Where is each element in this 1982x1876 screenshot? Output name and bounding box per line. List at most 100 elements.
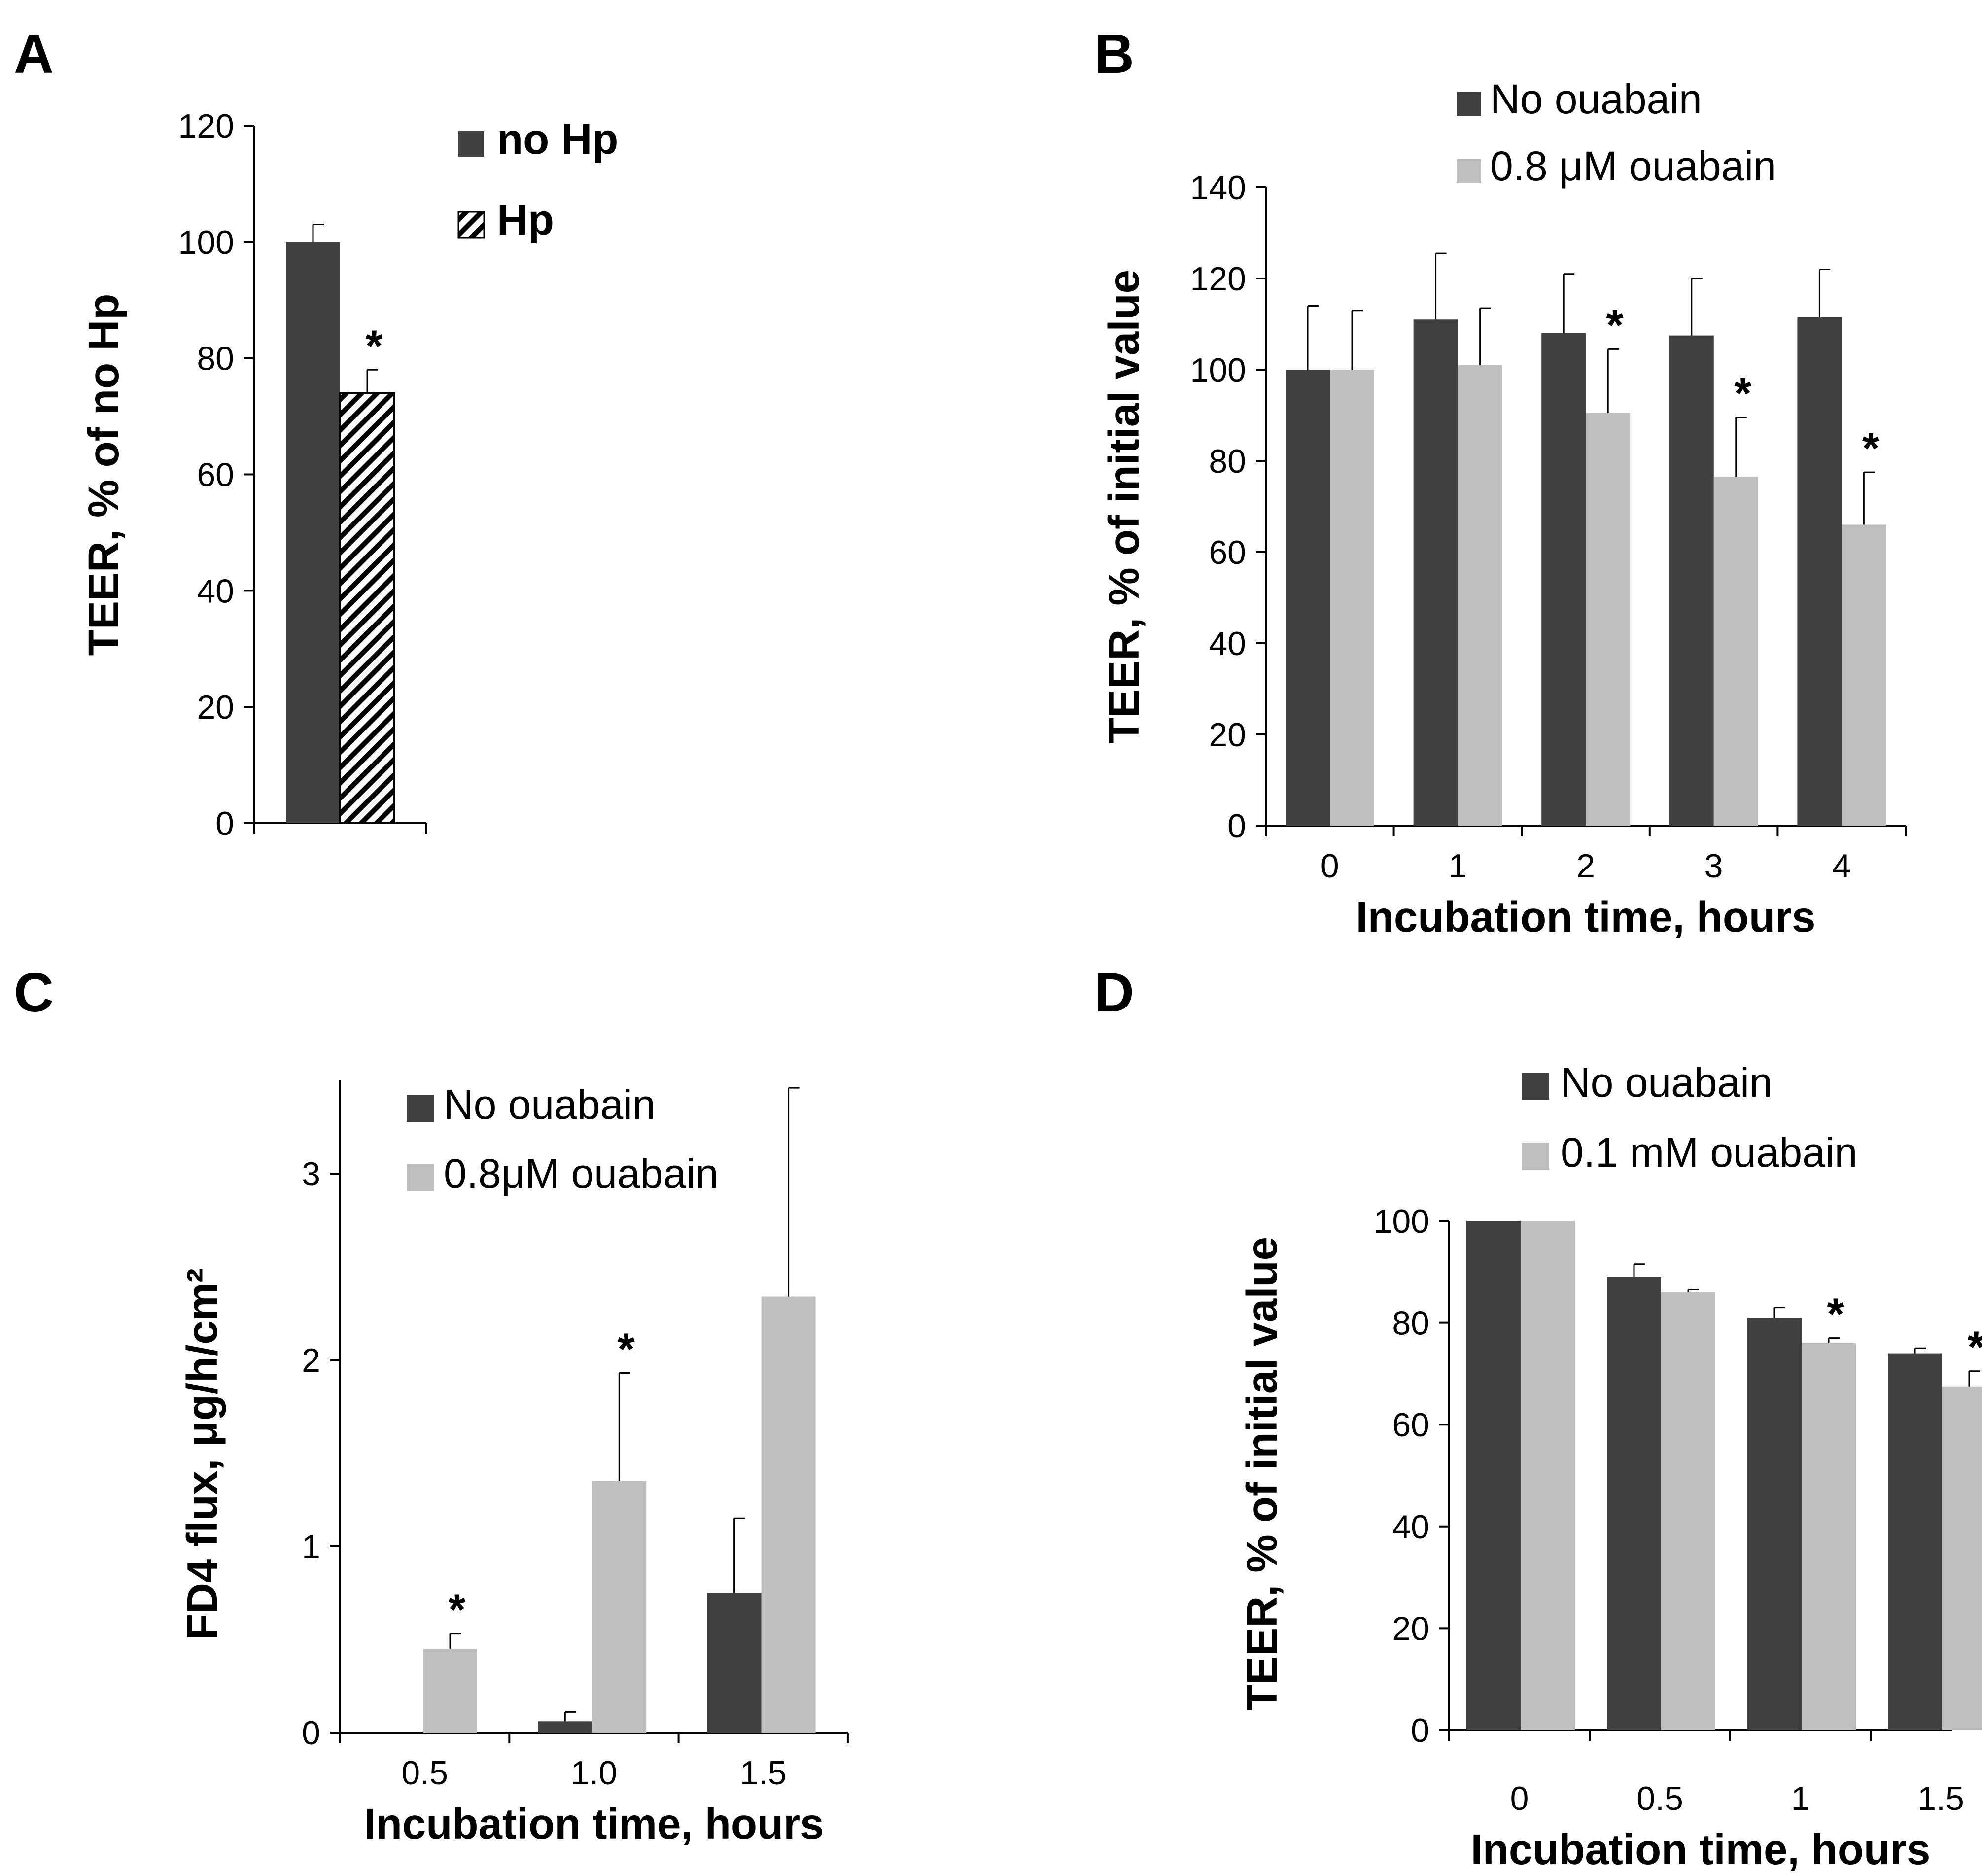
x-tick-label: 4	[1832, 847, 1851, 885]
significance-marker: *	[448, 1586, 465, 1635]
significance-marker: *	[1967, 1323, 1982, 1372]
bar-series1	[286, 242, 340, 823]
significance-marker: *	[618, 1324, 635, 1374]
legend-swatch	[1457, 159, 1481, 183]
x-tick-label: 1	[1791, 1780, 1810, 1817]
x-tick-label: 1	[1448, 847, 1467, 885]
x-axis-title: Incubation time, hours	[364, 1800, 824, 1848]
x-tick-label: 0	[1510, 1780, 1529, 1817]
bar-series2	[1521, 1221, 1575, 1730]
x-tick-label: 0	[1321, 847, 1339, 885]
y-tick-label: 80	[1209, 443, 1246, 480]
y-tick-label: 80	[1392, 1305, 1429, 1342]
y-tick-label: 40	[1209, 625, 1246, 662]
bar-series2	[592, 1481, 647, 1733]
significance-marker: *	[1827, 1290, 1844, 1339]
significance-marker: *	[1606, 301, 1624, 350]
bar-series2	[339, 392, 395, 824]
chart-b: 0 20 40 60 80 100 120 140 0 1 * 2 * 3 * 4 TEER, % of ini…	[1100, 76, 1907, 941]
bar-series2	[423, 1648, 477, 1733]
y-axis-title: TEER, % of initial value	[1100, 270, 1148, 744]
legend-swatch	[458, 131, 484, 157]
x-tick-label: 0.5	[1636, 1780, 1683, 1817]
panel-c: C 0 1 2 3 * 0.5 * 1.0 1.5 FD4 flux, μg/h/cm² Incub…	[14, 962, 849, 1848]
y-tick-label: 120	[178, 107, 234, 145]
y-tick-label: 0	[215, 805, 234, 842]
legend-swatch	[407, 1164, 434, 1191]
legend-label: No ouabain	[444, 1081, 656, 1128]
bar-series2	[1802, 1343, 1856, 1730]
x-tick-label: 0.5	[401, 1754, 448, 1792]
x-tick-label: 1.5	[1917, 1780, 1964, 1817]
legend: No ouabain 0.1 mM ouabain	[1522, 1059, 1857, 1176]
panel-label-d: D	[1094, 962, 1134, 1023]
panel-b: B 0 20 40 60 80 100 120 140 0 1 * 2 * 3 * 4 TEER, % of i…	[1094, 23, 1907, 941]
chart-a: 0 20 40 60 80 100 120 * TEER, % of no Hp no Hp Hp	[80, 107, 618, 842]
legend-label: 0.8μM ouabain	[444, 1150, 718, 1197]
legend-swatch	[457, 211, 485, 239]
y-tick-label: 60	[1209, 534, 1246, 571]
significance-marker: *	[1862, 424, 1879, 473]
legend-label: 0.1 mM ouabain	[1561, 1129, 1857, 1176]
y-tick-label: 100	[1190, 351, 1246, 389]
bar-series1	[1888, 1353, 1942, 1730]
y-tick-label: 60	[197, 456, 234, 494]
bar-series2	[761, 1296, 816, 1733]
significance-marker: *	[1734, 369, 1751, 418]
legend-label: No ouabain	[1561, 1059, 1773, 1106]
y-tick-label: 100	[178, 224, 234, 261]
bar-series1	[538, 1721, 592, 1733]
y-tick-label: 2	[302, 1342, 320, 1379]
legend-label: Hp	[497, 196, 554, 244]
x-tick-label: 3	[1704, 847, 1723, 885]
bar-series1	[707, 1593, 762, 1733]
x-tick-label: 2	[1576, 847, 1595, 885]
y-tick-label: 20	[1392, 1610, 1429, 1647]
panel-label-c: C	[14, 962, 54, 1023]
legend: No ouabain 0.8 μM ouabain	[1457, 76, 1776, 189]
y-tick-label: 40	[197, 572, 234, 610]
bar-series1	[1413, 319, 1458, 826]
y-axis-title: FD4 flux, μg/h/cm²	[178, 1268, 226, 1640]
y-tick-label: 100	[1374, 1203, 1429, 1240]
legend: No ouabain 0.8μM ouabain	[407, 1081, 718, 1197]
bar-series1	[1466, 1221, 1521, 1730]
y-axis-title: TEER, % of no Hp	[80, 294, 128, 656]
bar-series2	[1713, 477, 1758, 826]
legend-swatch	[407, 1095, 434, 1122]
panel-label-b: B	[1094, 23, 1134, 85]
bar-series2	[1586, 413, 1631, 826]
x-tick-label: 1.0	[571, 1754, 618, 1792]
y-tick-label: 1	[302, 1528, 320, 1565]
y-tick-label: 20	[197, 689, 234, 726]
x-tick-label: 1.5	[740, 1754, 787, 1792]
y-tick-label: 60	[1392, 1406, 1429, 1444]
chart-c: 0 1 2 3 * 0.5 * 1.0 1.5 FD4 flux, μg/h/cm² Incubat…	[178, 1080, 849, 1848]
y-axis-title: TEER, % of initial value	[1238, 1237, 1286, 1711]
y-tick-label: 140	[1190, 169, 1246, 207]
bar-series1	[1286, 370, 1330, 826]
bar-series2	[1661, 1292, 1715, 1730]
x-axis-title: Incubation time, hours	[1356, 893, 1816, 941]
chart-d: 0 20 40 60 80 100 0 0.5 * 1 * 1.5 TEER, % of initial…	[1238, 1059, 1982, 1874]
legend-label: no Hp	[497, 115, 618, 163]
legend: no Hp Hp	[457, 115, 618, 244]
y-tick-label: 0	[1411, 1712, 1429, 1749]
x-axis-title: Incubation time, hours	[1471, 1826, 1931, 1874]
bar-series1	[1541, 333, 1586, 826]
bar-series1	[1669, 335, 1714, 826]
panel-d: D 0 20 40 60 80 100 0 0.5 * 1 * 1.5 TEER, % of initi…	[1094, 962, 1982, 1874]
significance-marker: *	[365, 321, 382, 371]
panel-a: A 0 20 40 60 80 100 120 * TEER, % of no Hp no Hp H…	[14, 23, 618, 842]
y-tick-label: 0	[302, 1714, 320, 1752]
y-tick-label: 120	[1190, 260, 1246, 298]
legend-label: No ouabain	[1490, 76, 1702, 122]
y-tick-label: 20	[1209, 716, 1246, 754]
legend-swatch	[1522, 1073, 1549, 1100]
y-tick-label: 80	[197, 340, 234, 378]
legend-swatch	[1457, 92, 1481, 116]
legend-label: 0.8 μM ouabain	[1490, 143, 1776, 189]
bar-series2	[1842, 524, 1886, 826]
bar-series1	[1607, 1277, 1661, 1730]
